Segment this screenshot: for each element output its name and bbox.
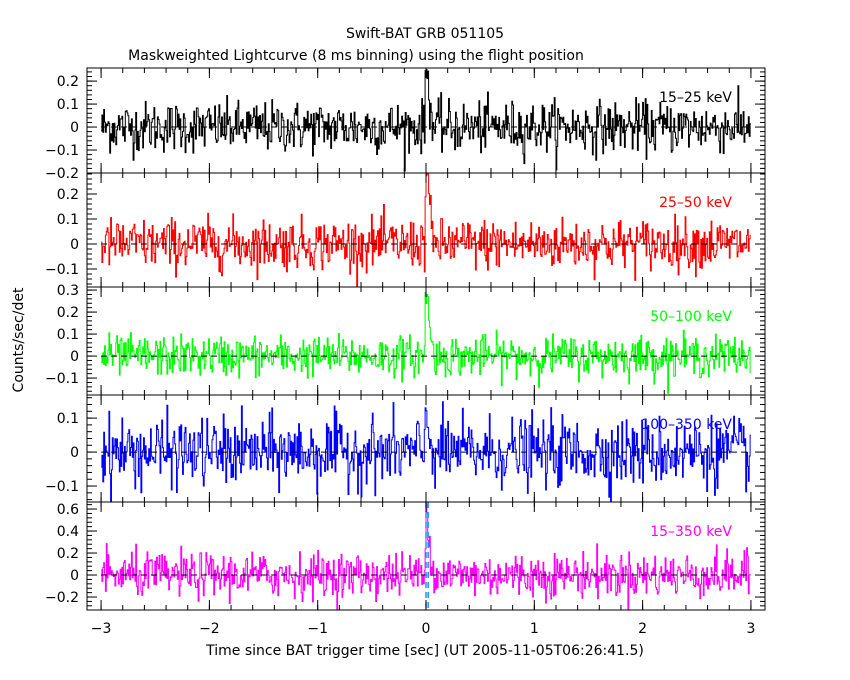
panel-100-350-kev: −0.1 0 0.1 100–350 keV bbox=[45, 394, 766, 503]
x-tick-label: 2 bbox=[638, 621, 647, 637]
y-tick-label: 0 bbox=[70, 120, 79, 136]
y-tick-label: 0 bbox=[70, 445, 79, 461]
band-label: 100–350 keV bbox=[641, 417, 732, 433]
y-tick-label: 0.1 bbox=[57, 327, 79, 343]
chart-subtitle: Maskweighted Lightcurve (8 ms binning) u… bbox=[128, 48, 584, 64]
x-tick-label: 0 bbox=[422, 621, 431, 637]
series-line-15-25-kev bbox=[101, 69, 751, 172]
y-tick-label: 0.2 bbox=[57, 305, 79, 321]
y-tick-label: 0.3 bbox=[57, 283, 79, 299]
band-label: 50–100 keV bbox=[650, 309, 732, 325]
panel-25-50-kev: −0.1 0 0.1 0.2 25–50 keV bbox=[45, 172, 766, 288]
x-tick-label: 3 bbox=[746, 621, 755, 637]
band-label: 25–50 keV bbox=[659, 195, 732, 211]
y-tick-label: 0.1 bbox=[57, 97, 79, 113]
band-label: 15–25 keV bbox=[659, 90, 732, 106]
y-tick-label: −0.1 bbox=[45, 143, 79, 159]
y-tick-label: 0.4 bbox=[57, 524, 79, 540]
x-tick-label: −2 bbox=[199, 621, 220, 637]
panel-15-25-kev: −0.2 −0.1 0 0.1 0.2 15–25 keV bbox=[45, 67, 766, 182]
series-line-25-50-kev bbox=[101, 173, 751, 287]
y-axis-label: Counts/sec/det bbox=[11, 287, 27, 392]
y-tick-label: 0.2 bbox=[57, 546, 79, 562]
y-tick-label: 0.2 bbox=[57, 74, 79, 90]
y-tick-label: −0.1 bbox=[45, 479, 79, 495]
y-tick-label: −0.1 bbox=[45, 262, 79, 278]
x-axis-label: Time since BAT trigger time [sec] (UT 20… bbox=[205, 643, 644, 659]
band-label: 15–350 keV bbox=[650, 524, 732, 540]
y-tick-label: 0.6 bbox=[57, 502, 79, 518]
x-tick-label: −1 bbox=[307, 621, 328, 637]
chart-title: Swift-BAT GRB 051105 bbox=[346, 26, 504, 42]
y-tick-label: 0 bbox=[70, 568, 79, 584]
y-tick-label: 0.1 bbox=[57, 212, 79, 228]
y-tick-label: 0.2 bbox=[57, 187, 79, 203]
x-tick-label: −3 bbox=[91, 621, 112, 637]
y-tick-label: 0.1 bbox=[57, 411, 79, 427]
y-tick-label: −0.2 bbox=[45, 590, 79, 606]
panel-50-100-kev: −0.1 0 0.1 0.2 0.3 50–100 keV bbox=[45, 283, 766, 396]
panel-15-350-kev: −0.2 0 0.2 0.4 0.6 15–350 keV bbox=[45, 501, 766, 611]
y-tick-label: 0 bbox=[70, 349, 79, 365]
y-tick-label: −0.1 bbox=[45, 371, 79, 387]
y-tick-label: 0 bbox=[70, 237, 79, 253]
y-tick-label: −0.2 bbox=[45, 166, 79, 182]
series-line-50-100-kev bbox=[101, 292, 751, 394]
x-tick-label: 1 bbox=[530, 621, 539, 637]
